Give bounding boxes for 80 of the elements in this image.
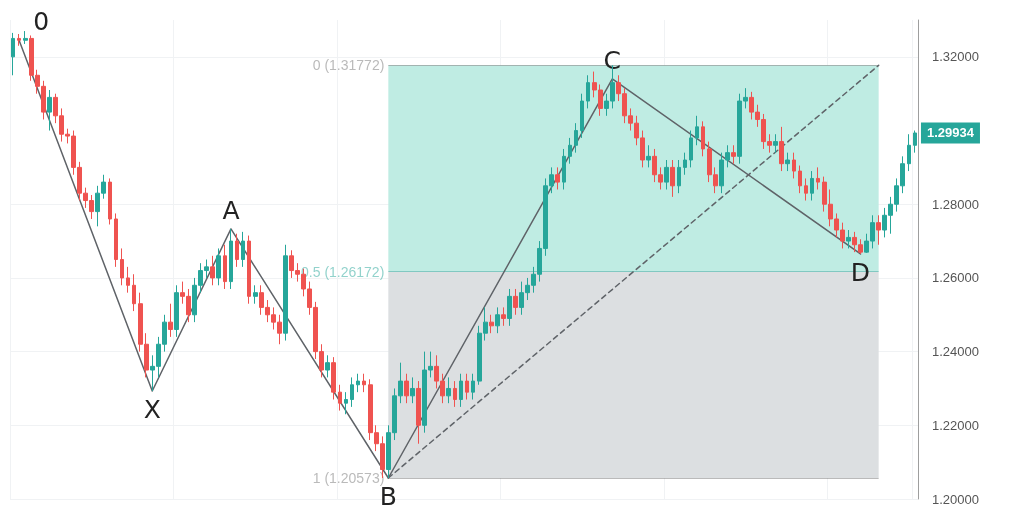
candlestick: [459, 373, 463, 408]
candlestick: [223, 244, 227, 290]
y-tick-label: 1.26000: [932, 270, 979, 286]
candlestick: [325, 354, 330, 378]
candlestick: [792, 152, 796, 179]
candlestick: [555, 166, 560, 190]
y-tick-label: 1.24000: [932, 344, 979, 360]
candlestick: [410, 376, 415, 404]
candlestick: [489, 314, 494, 334]
candlestick: [416, 380, 421, 445]
candlestick: [779, 126, 784, 172]
candlestick: [471, 373, 475, 401]
candlestick: [664, 159, 669, 190]
candlestick: [210, 255, 215, 286]
candlestick: [465, 373, 469, 401]
candlestick: [174, 284, 179, 338]
candlestick: [17, 33, 21, 47]
annotation: D: [850, 257, 871, 287]
candlestick: [126, 266, 130, 294]
candlestick: [495, 306, 500, 334]
candlestick: [253, 284, 258, 305]
candlestick: [562, 148, 566, 190]
y-tick-label: 1.32000: [932, 49, 979, 65]
candlestick: [586, 74, 590, 109]
candlestick: [846, 229, 851, 249]
candlestick: [701, 120, 705, 157]
candlestick: [362, 373, 366, 393]
y-tick-label: 1.20000: [932, 491, 979, 507]
candlestick: [331, 356, 336, 401]
candlestick: [47, 89, 52, 132]
candlestick: [580, 93, 584, 139]
candlestick: [235, 233, 239, 268]
candlestick: [283, 244, 288, 342]
candlestick: [247, 235, 251, 305]
candlestick: [816, 166, 820, 190]
candlestick: [404, 373, 409, 404]
candlestick: [23, 30, 28, 45]
candlestick: [229, 228, 233, 290]
ref-line-label: 0 (1.31772): [312, 57, 385, 74]
annotation: C: [603, 45, 622, 75]
y-tick-label: 1.28000: [932, 196, 979, 212]
candlestick: [501, 306, 506, 327]
annotation: X: [143, 395, 161, 425]
candlestick: [773, 133, 778, 154]
candlestick: [453, 380, 457, 408]
candlestick: [804, 177, 808, 202]
annotation: A: [222, 195, 240, 225]
candlestick: [785, 152, 790, 172]
candlestick: [689, 130, 693, 168]
candlestick: [677, 159, 681, 194]
y-tick-label: 1.22000: [932, 417, 979, 433]
candlestick: [108, 177, 112, 225]
candlestick: [11, 32, 15, 76]
candlestick: [132, 273, 136, 312]
candlestick: [241, 231, 245, 268]
candlestick: [350, 376, 354, 408]
candlestick: [344, 391, 348, 415]
candlestick: [646, 144, 651, 168]
candlestick: [507, 288, 512, 327]
candlestick: [216, 247, 221, 286]
candlestick: [798, 165, 802, 194]
candlestick: [913, 130, 917, 154]
candlestick: [574, 122, 578, 154]
candlestick: [907, 133, 911, 172]
candlestick: [731, 144, 736, 165]
candlestick: [568, 137, 572, 165]
candlestick: [695, 115, 699, 146]
candlestick: [356, 373, 360, 393]
candlestick: [513, 288, 518, 316]
candlestick: [446, 376, 451, 404]
candlestick: [810, 170, 814, 202]
candlestick: [120, 247, 124, 286]
text: 1.29934: [926, 125, 974, 141]
annotation: 0: [33, 7, 50, 37]
candlestick: [876, 214, 881, 246]
candlestick: [670, 159, 675, 198]
candlestick: [338, 384, 342, 412]
candlestick: [114, 212, 118, 268]
candlestick: [683, 152, 687, 176]
candlestick: [168, 303, 173, 338]
